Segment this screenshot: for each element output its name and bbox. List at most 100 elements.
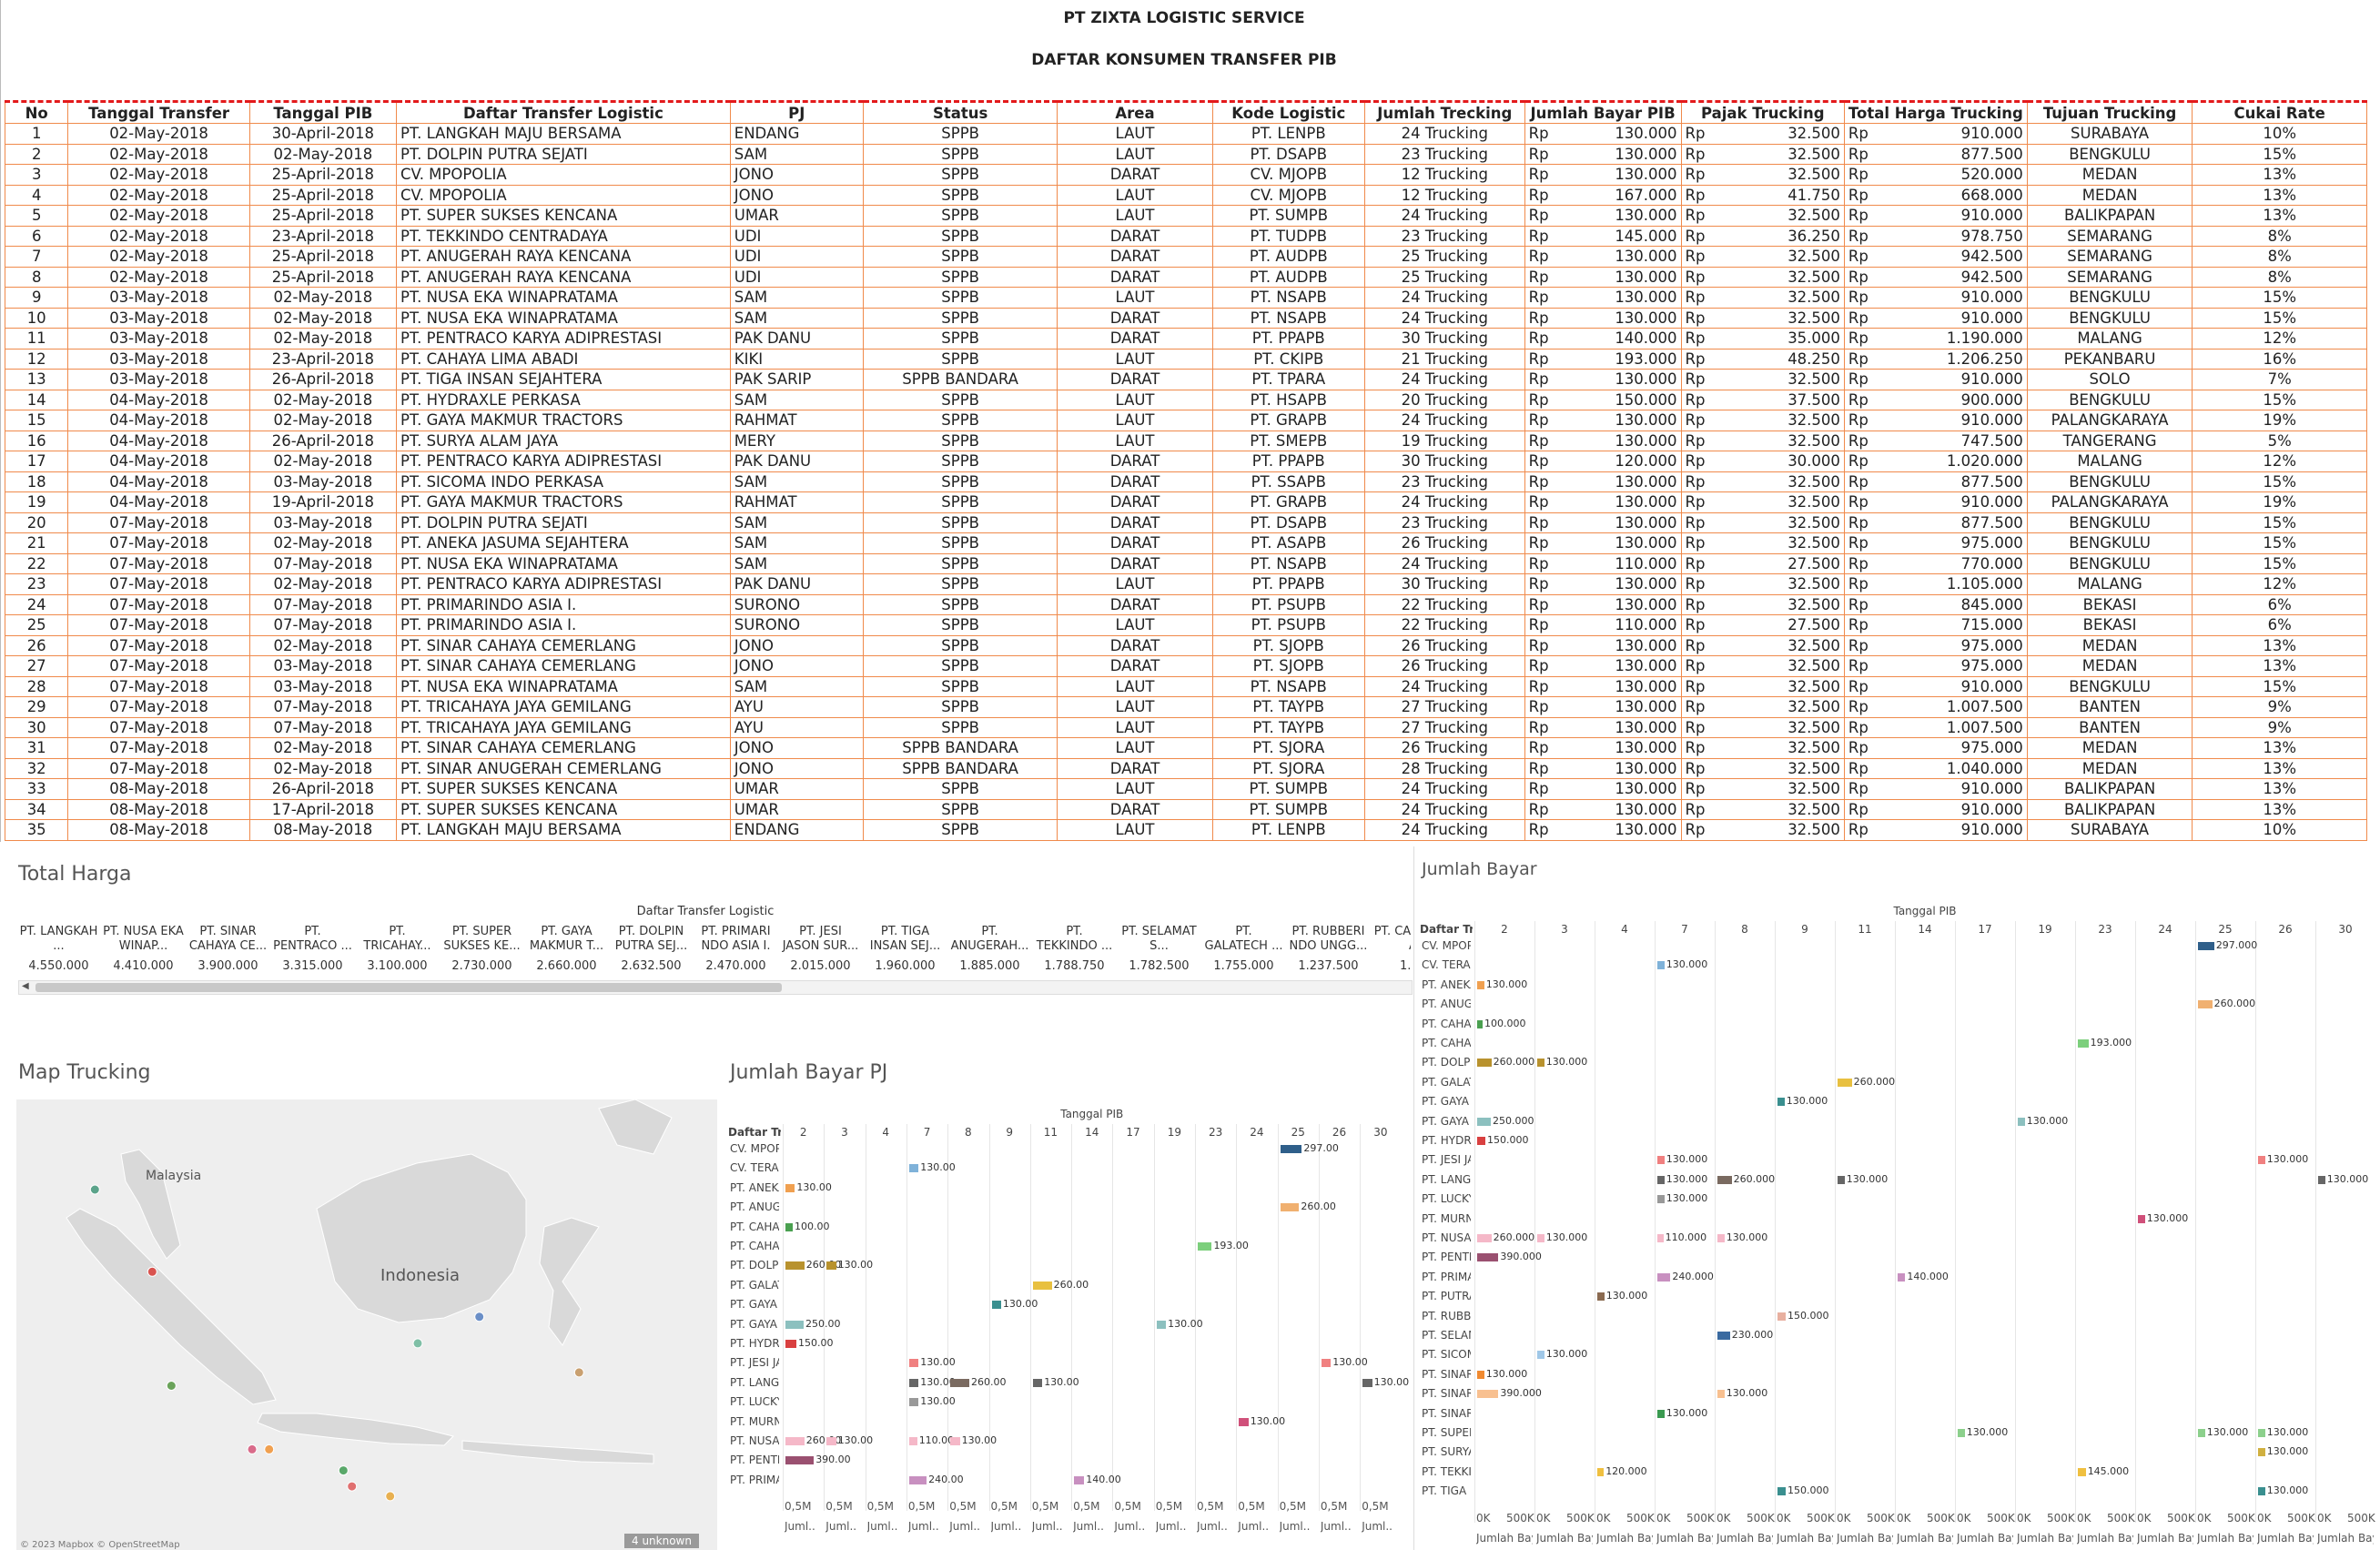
map-point[interactable] <box>412 1338 423 1349</box>
bar-mark[interactable] <box>1280 1145 1302 1153</box>
bar-mark[interactable] <box>2078 1039 2089 1048</box>
bar-mark[interactable] <box>826 1437 836 1445</box>
bar-mark[interactable] <box>2258 1156 2265 1165</box>
bar-mark[interactable] <box>2258 1448 2265 1457</box>
bar-mark[interactable] <box>908 1437 917 1445</box>
bar-mark[interactable] <box>908 1359 919 1368</box>
money-value: 32.500 <box>1788 309 1840 327</box>
bar-mark[interactable] <box>1477 1059 1492 1068</box>
bar-mark[interactable] <box>1777 1312 1786 1321</box>
bar-mark[interactable] <box>908 1475 927 1484</box>
bar-mark[interactable] <box>1477 1019 1483 1028</box>
map-point[interactable] <box>166 1381 177 1391</box>
bar-mark[interactable] <box>1074 1475 1085 1484</box>
bar-mark[interactable] <box>2198 1000 2213 1009</box>
bar-mark[interactable] <box>785 1320 804 1329</box>
bar-mark[interactable] <box>1477 1137 1485 1145</box>
bar-mark[interactable] <box>2138 1214 2145 1223</box>
axis-tick: 0,5M <box>1362 1500 1389 1514</box>
bar-mark[interactable] <box>785 1340 796 1348</box>
bar-mark[interactable] <box>1838 1175 1845 1184</box>
map-point[interactable] <box>147 1266 157 1277</box>
bar-mark[interactable] <box>950 1378 969 1387</box>
map-trucking[interactable]: Malaysia Indonesia © 2023 Mapbox © OpenS… <box>16 1099 717 1550</box>
bar-mark[interactable] <box>826 1261 836 1271</box>
table-row: 8 02-May-2018 25-April-2018 PT. ANUGERAH RA… <box>4 266 2367 288</box>
bar-mark[interactable] <box>1657 1409 1665 1418</box>
bar-mark[interactable] <box>785 1183 795 1192</box>
bar-mark[interactable] <box>1156 1320 1167 1329</box>
bar-mark[interactable] <box>908 1398 919 1407</box>
total-harga-scrollbar[interactable]: ◀ <box>18 980 1413 995</box>
scroll-thumb[interactable] <box>35 983 782 992</box>
bar-mark[interactable] <box>1597 1292 1605 1302</box>
bar-mark[interactable] <box>1717 1332 1730 1340</box>
bar-mark[interactable] <box>2198 1429 2205 1437</box>
bar-mark[interactable] <box>1477 980 1484 989</box>
bar-mark[interactable] <box>1657 1234 1664 1242</box>
bar-mark[interactable] <box>1657 1195 1665 1204</box>
map-point[interactable] <box>474 1312 485 1322</box>
bar-mark[interactable] <box>991 1301 1001 1310</box>
bar-mark[interactable] <box>1362 1378 1372 1387</box>
map-point[interactable] <box>385 1491 396 1502</box>
bar-mark[interactable] <box>1032 1378 1043 1387</box>
bar-mark[interactable] <box>1477 1370 1484 1379</box>
scroll-left-icon[interactable]: ◀ <box>22 981 29 991</box>
bar-mark[interactable] <box>1198 1242 1212 1251</box>
money-value: 27.500 <box>1788 554 1840 572</box>
bar-mark[interactable] <box>1537 1059 1544 1068</box>
bar-mark[interactable] <box>1657 1156 1665 1165</box>
bar-mark[interactable] <box>2318 1175 2325 1184</box>
bar-mark[interactable] <box>785 1456 815 1465</box>
bar-mark[interactable] <box>1717 1175 1732 1184</box>
map-point[interactable] <box>264 1444 275 1454</box>
bar-mark[interactable] <box>2078 1467 2086 1476</box>
bar-mark[interactable] <box>1477 1253 1499 1262</box>
bar-mark[interactable] <box>908 1164 919 1173</box>
bar-mark[interactable] <box>2018 1117 2025 1126</box>
map-point[interactable] <box>338 1465 349 1476</box>
bar-mark[interactable] <box>1477 1234 1492 1242</box>
map-point[interactable] <box>573 1367 584 1378</box>
bar-mark[interactable] <box>1657 1272 1671 1282</box>
table-cell: 5% <box>2192 430 2367 451</box>
bar-mark[interactable] <box>1657 961 1665 970</box>
money-cell: 942.500 Rp <box>1843 246 2028 268</box>
map-point[interactable] <box>89 1184 100 1195</box>
pj-chart[interactable]: Tanggal PIB Daftar Tran.. 2 0,5M Juml.. 3 0,5M… <box>726 1097 1411 1550</box>
bar-mark[interactable] <box>1537 1234 1544 1242</box>
bar-mark[interactable] <box>785 1437 805 1445</box>
bar-mark[interactable] <box>785 1261 805 1271</box>
bar-mark[interactable] <box>1239 1417 1249 1426</box>
money-cell: 910.000 Rp <box>1843 675 2028 697</box>
table-row: 15 04-May-2018 02-May-2018 PT. GAYA MAKMUR … <box>4 410 2367 431</box>
bar-mark[interactable] <box>785 1222 793 1231</box>
bar-mark[interactable] <box>1537 1351 1544 1360</box>
bar-mark[interactable] <box>1958 1429 1965 1437</box>
bar-mark[interactable] <box>1477 1117 1491 1126</box>
bar-mark[interactable] <box>1321 1359 1332 1368</box>
bar-mark[interactable] <box>1597 1467 1605 1476</box>
bar-mark[interactable] <box>1477 1390 1499 1399</box>
bar-mark[interactable] <box>1657 1175 1665 1184</box>
row-label: PT. GALATE.. <box>730 1278 779 1292</box>
bar-mark[interactable] <box>1838 1078 1852 1087</box>
bar-mark[interactable] <box>1717 1234 1725 1242</box>
bar-mark[interactable] <box>2198 942 2214 950</box>
bar-mark[interactable] <box>2258 1429 2265 1437</box>
bar-mark[interactable] <box>2258 1487 2265 1496</box>
bar-mark[interactable] <box>908 1378 919 1387</box>
bar-mark[interactable] <box>1898 1272 1906 1282</box>
bar-mark[interactable] <box>1032 1281 1052 1290</box>
date-column-label: 11 <box>1858 923 1872 936</box>
map-point[interactable] <box>247 1444 258 1454</box>
bar-mark[interactable] <box>1280 1203 1300 1212</box>
bar-mark[interactable] <box>1717 1390 1725 1399</box>
bar-mark[interactable] <box>1777 1098 1785 1107</box>
map-point[interactable] <box>347 1481 358 1492</box>
unknown-badge[interactable]: 4 unknown <box>624 1534 699 1548</box>
bar-mark[interactable] <box>950 1437 960 1445</box>
bar-mark[interactable] <box>1777 1487 1786 1496</box>
